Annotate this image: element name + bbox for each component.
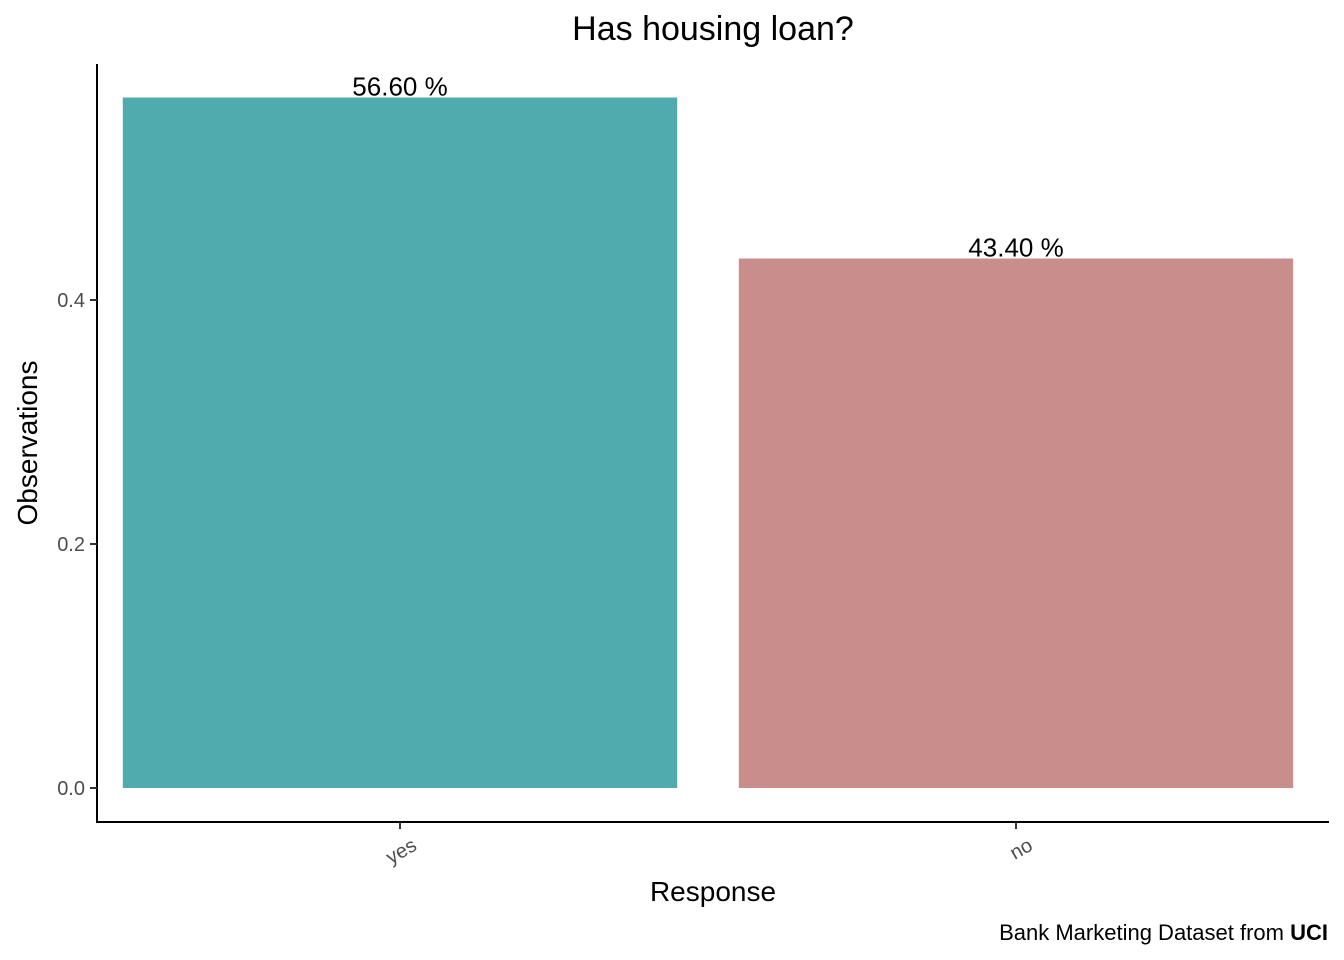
x-tick-label-no: no (1006, 834, 1036, 864)
caption-prefix: Bank Marketing Dataset from (999, 920, 1290, 945)
bar-yes (122, 97, 678, 788)
y-tick-label-0.4: 0.4 (57, 290, 85, 312)
y-tick-label-0.0: 0.0 (57, 778, 85, 800)
caption: Bank Marketing Dataset from UCI (999, 920, 1328, 945)
chart-title: Has housing loan? (572, 10, 854, 48)
caption-emphasis: UCI (1290, 920, 1328, 945)
x-tick-label-yes: yes (383, 834, 421, 869)
data-label-no: 43.40 % (968, 233, 1063, 263)
x-ticks-group: yes no (383, 822, 1037, 869)
y-tick-label-0.2: 0.2 (57, 534, 85, 556)
bar-no (738, 258, 1294, 788)
y-axis-title: Observations (12, 361, 43, 526)
data-labels-group: 56.60 % 43.40 % (352, 72, 1063, 263)
data-label-yes: 56.60 % (352, 72, 447, 102)
x-axis-title: Response (650, 876, 776, 907)
y-ticks-group: 0.0 0.2 0.4 (57, 290, 97, 800)
bars-group (122, 97, 1294, 788)
